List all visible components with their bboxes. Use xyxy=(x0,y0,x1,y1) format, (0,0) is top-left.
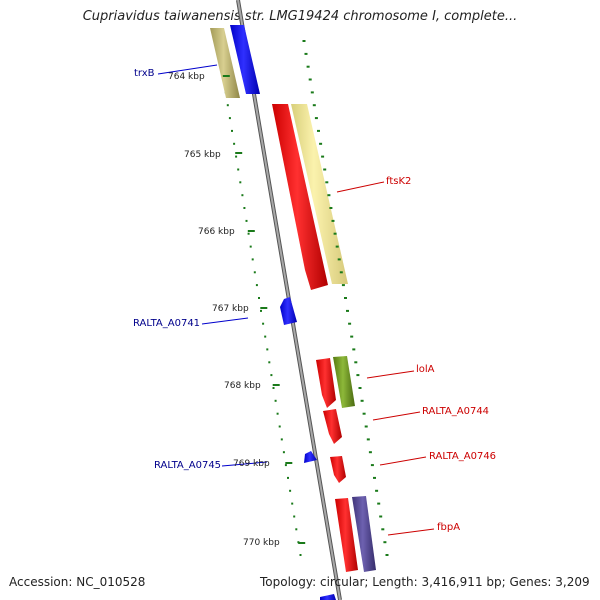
label-ralta-a0746[interactable]: RALTA_A0746 xyxy=(429,451,497,462)
tick-767-kbp: 767 kbp xyxy=(212,304,249,314)
label-trxB[interactable]: trxB xyxy=(134,68,155,79)
leader-lolA xyxy=(366,370,415,379)
major-tick-5 xyxy=(285,462,293,464)
leader-ralta-a0741 xyxy=(201,317,249,325)
tick-770-kbp: 770 kbp xyxy=(243,538,280,548)
major-tick-0 xyxy=(222,75,230,77)
feature-ralta-a0746[interactable] xyxy=(330,456,346,483)
leader-ralta-a0744 xyxy=(372,411,421,421)
feature-fbpA-track[interactable] xyxy=(352,496,376,572)
feature-ftsK2[interactable] xyxy=(272,104,328,290)
feature-ftsK2-track[interactable] xyxy=(291,104,348,284)
tick-766-kbp: 766 kbp xyxy=(198,227,235,237)
tick-765-kbp: 765 kbp xyxy=(184,150,221,160)
leader-trxB xyxy=(157,64,218,75)
tick-769-kbp: 769 kbp xyxy=(233,459,270,469)
tick-768-kbp: 768 kbp xyxy=(224,381,261,391)
accession-text: Accession: NC_010528 xyxy=(9,575,146,589)
label-fbpA[interactable]: fbpA xyxy=(437,522,461,533)
leader-ralta-a0745 xyxy=(221,461,268,467)
label-ralta-a0745[interactable]: RALTA_A0745 xyxy=(154,460,222,471)
leader-ftsK2 xyxy=(336,181,385,193)
leader-fbpA xyxy=(387,528,435,536)
feature-lolA-track[interactable] xyxy=(333,356,355,408)
major-tick-2 xyxy=(247,230,255,232)
feature-ralta-a0745[interactable] xyxy=(304,451,317,463)
label-lolA[interactable]: lolA xyxy=(416,364,435,375)
label-ralta-a0744[interactable]: RALTA_A0744 xyxy=(422,406,490,417)
major-tick-4 xyxy=(272,384,280,386)
feature-ralta-a0744[interactable] xyxy=(323,409,342,444)
major-tick-3 xyxy=(260,307,268,309)
genome-stats-text: Topology: circular; Length: 3,416,911 bp… xyxy=(260,575,590,589)
feature-trxB-khaki[interactable] xyxy=(210,28,240,98)
outer-tick-track xyxy=(302,40,389,556)
feature-fbpA[interactable] xyxy=(335,498,358,572)
feature-bottom-partial[interactable] xyxy=(320,594,336,600)
major-tick-6 xyxy=(298,542,306,544)
label-ralta-a0741[interactable]: RALTA_A0741 xyxy=(133,318,201,329)
map-title: Cupriavidus taiwanensis str. LMG19424 ch… xyxy=(82,9,518,24)
major-tick-1 xyxy=(235,152,243,154)
leader-ralta-a0746 xyxy=(379,456,427,466)
feature-trxB[interactable] xyxy=(230,25,260,94)
tick-764-kbp: 764 kbp xyxy=(168,72,205,82)
label-ftsK2[interactable]: ftsK2 xyxy=(386,176,412,187)
feature-lolA[interactable] xyxy=(316,358,336,408)
feature-ralta-a0741[interactable] xyxy=(280,297,297,325)
